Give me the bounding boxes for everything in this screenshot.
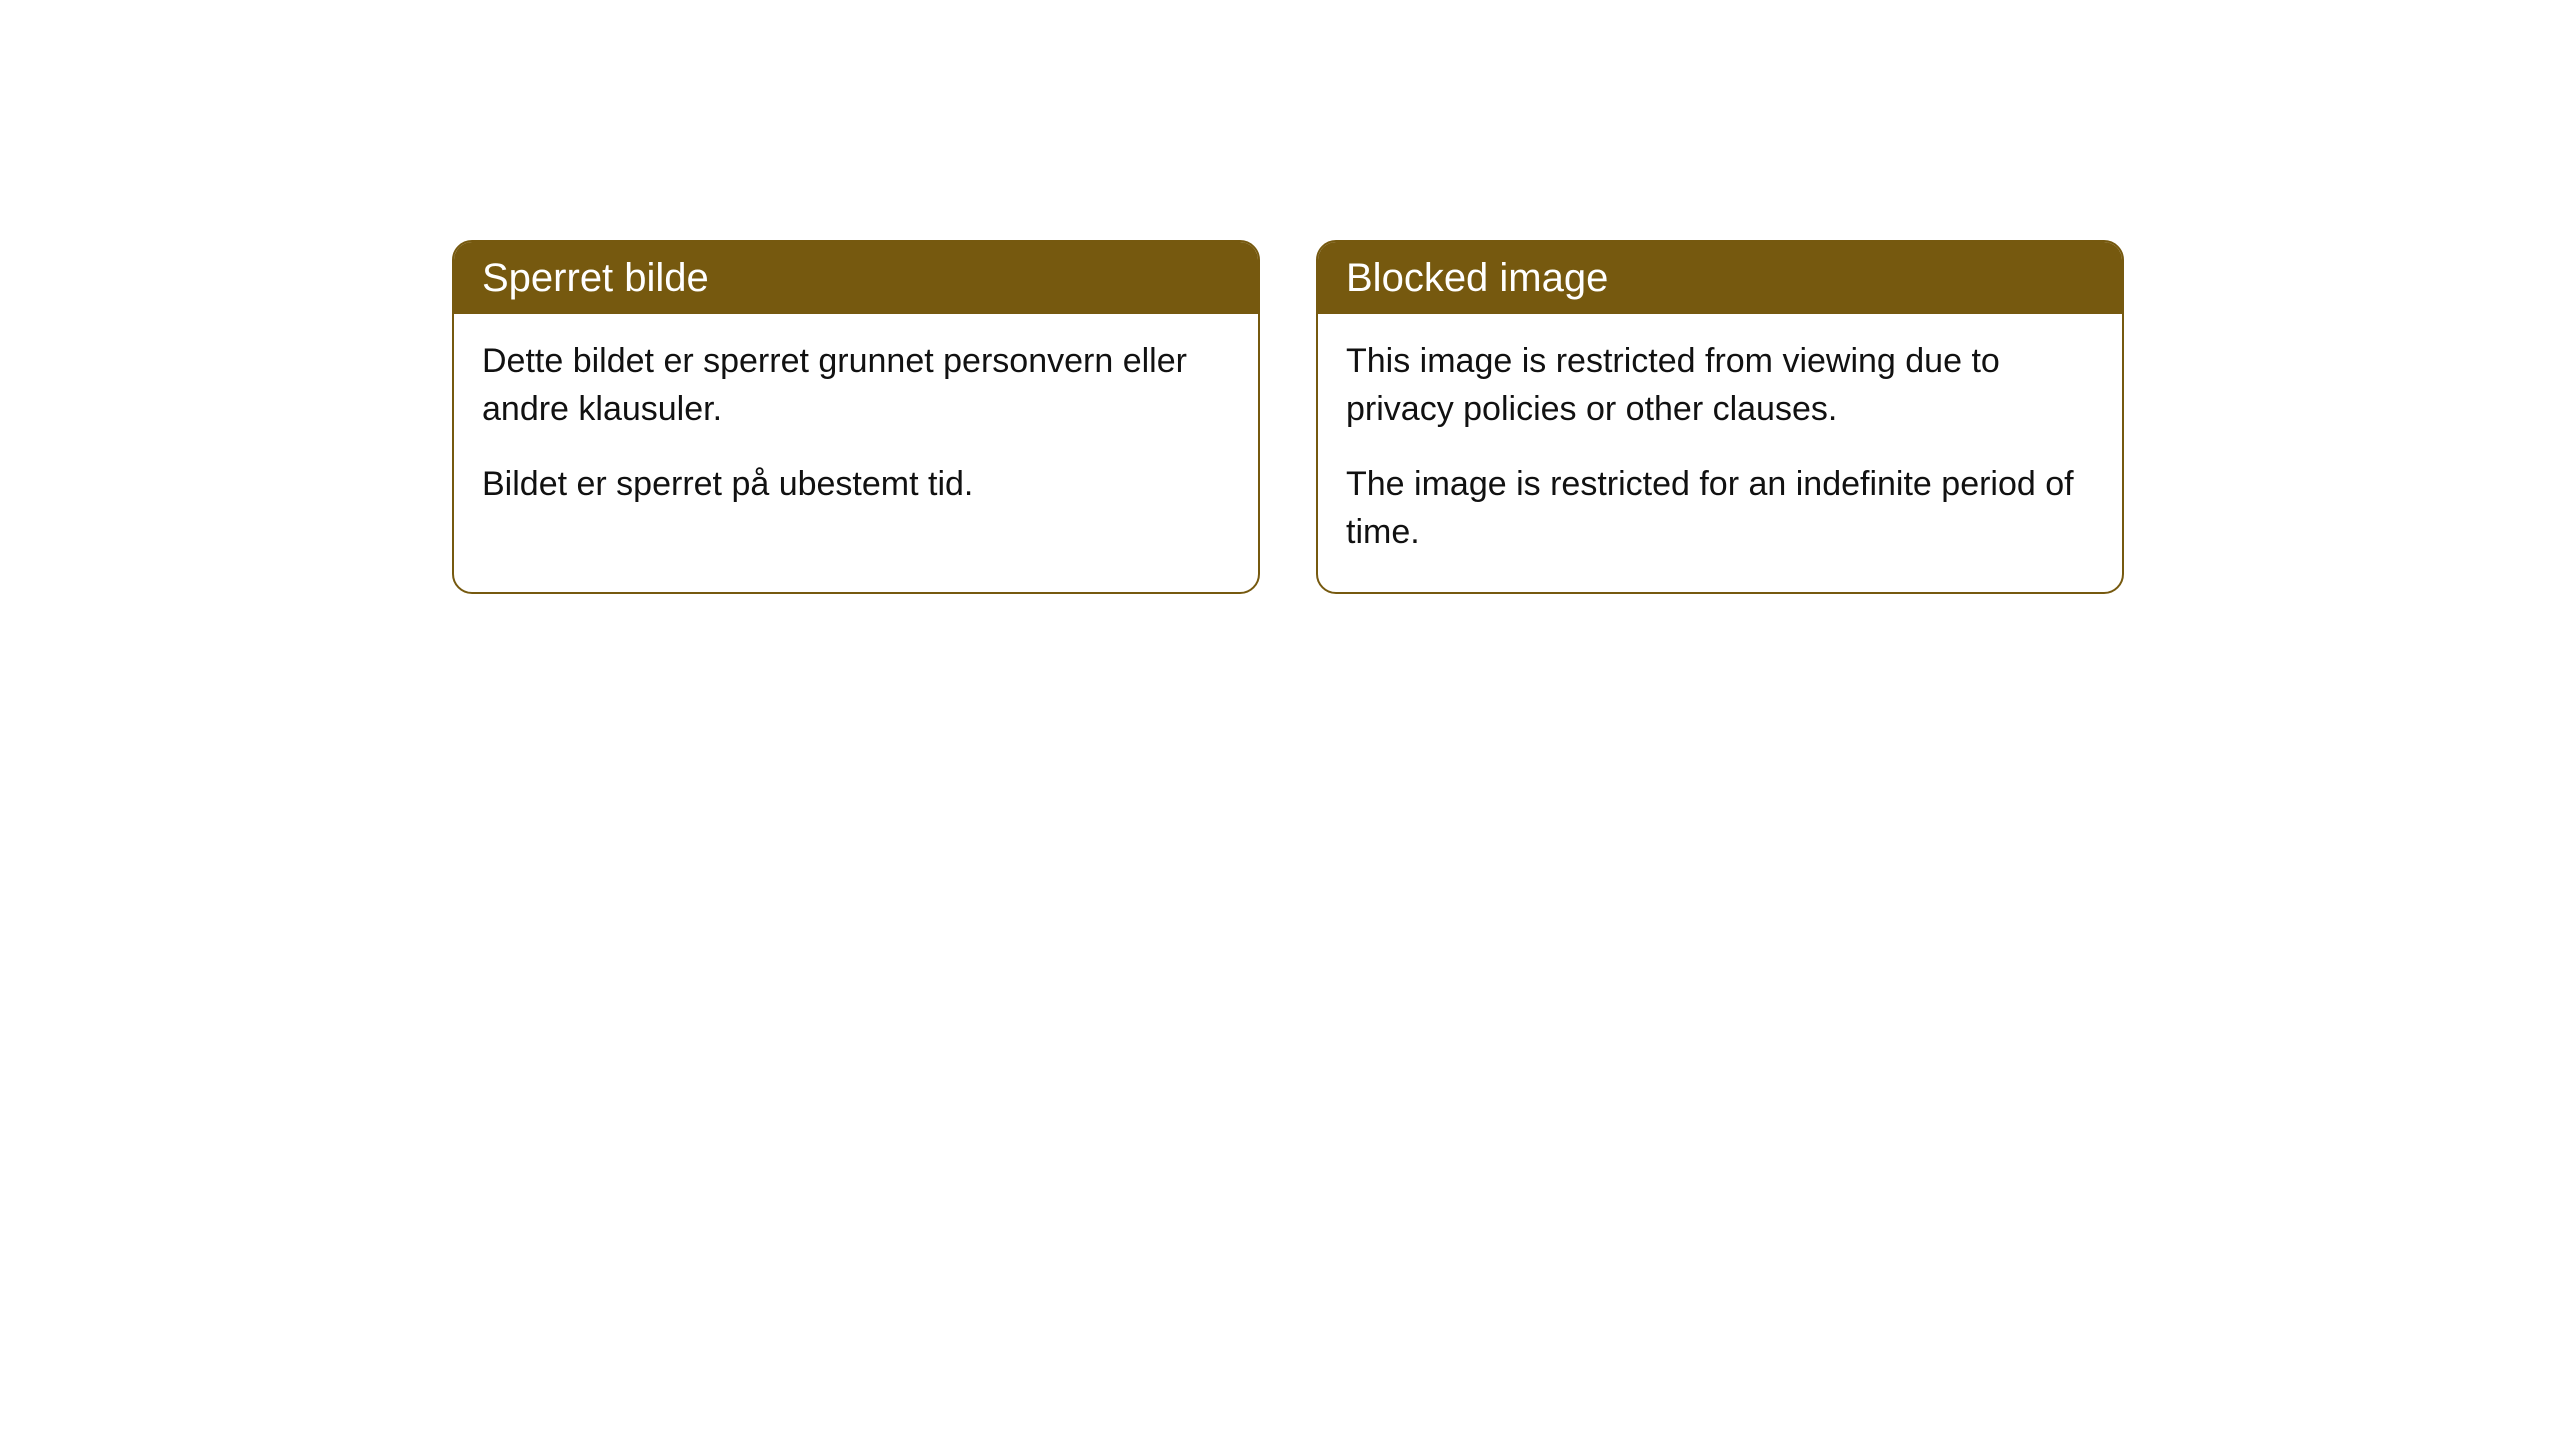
card-body: This image is restricted from viewing du… bbox=[1318, 314, 2122, 592]
notice-card-norwegian: Sperret bilde Dette bildet er sperret gr… bbox=[452, 240, 1260, 594]
notice-cards-container: Sperret bilde Dette bildet er sperret gr… bbox=[452, 240, 2124, 594]
card-body: Dette bildet er sperret grunnet personve… bbox=[454, 314, 1258, 545]
card-paragraph: Dette bildet er sperret grunnet personve… bbox=[482, 338, 1230, 433]
notice-card-english: Blocked image This image is restricted f… bbox=[1316, 240, 2124, 594]
card-paragraph: This image is restricted from viewing du… bbox=[1346, 338, 2094, 433]
card-paragraph: The image is restricted for an indefinit… bbox=[1346, 461, 2094, 556]
card-header: Sperret bilde bbox=[454, 242, 1258, 314]
card-paragraph: Bildet er sperret på ubestemt tid. bbox=[482, 461, 1230, 509]
card-header: Blocked image bbox=[1318, 242, 2122, 314]
